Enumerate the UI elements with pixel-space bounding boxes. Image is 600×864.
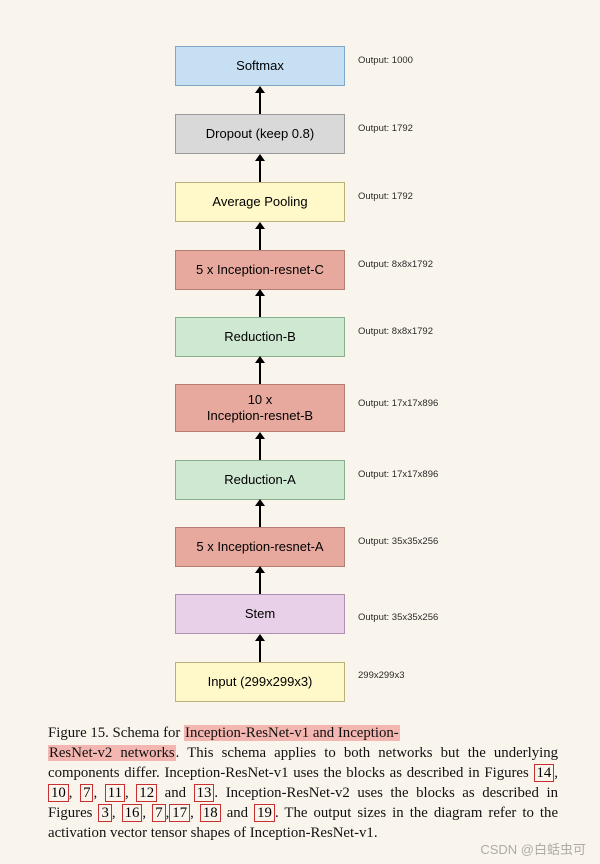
figure-ref: 18 [200, 804, 221, 822]
output-label-irb: Output: 17x17x896 [358, 396, 498, 410]
caption-prefix: Figure 15. Schema for [48, 725, 184, 741]
node-avgpool: Average Pooling [175, 182, 345, 222]
figure-caption: Figure 15. Schema for Inception-ResNet-v… [48, 724, 558, 844]
node-ira: 5 x Inception-resnet-A [175, 527, 345, 567]
node-dropout: Dropout (keep 0.8) [175, 114, 345, 154]
arrow-1 [259, 572, 261, 594]
arrow-3 [259, 438, 261, 460]
architecture-flowchart: Input (299x299x3) 299x299x3 Stem Output: 35… [0, 0, 600, 714]
arrow-4 [259, 362, 261, 384]
figure-ref: 13 [194, 784, 215, 802]
figure-ref: 19 [254, 804, 275, 822]
node-input: Input (299x299x3) [175, 662, 345, 702]
arrow-0 [259, 640, 261, 662]
node-irb: 10 xInception-resnet-B [175, 384, 345, 432]
output-label-input: 299x299x3 [358, 668, 498, 682]
figure-ref: 17 [169, 804, 190, 822]
figure-ref: 3 [98, 804, 111, 822]
figure-ref: 11 [105, 784, 125, 802]
watermark-text: CSDN @白蛞虫可 [480, 839, 586, 858]
output-label-softmax: Output: 1000 [358, 53, 498, 67]
caption-highlight-2: ResNet-v2 networks [48, 745, 176, 761]
output-label-dropout: Output: 1792 [358, 121, 498, 135]
figure-ref: 7 [152, 804, 165, 822]
output-label-stem: Output: 35x35x256 [358, 610, 498, 624]
arrow-2 [259, 505, 261, 527]
figure-ref: 10 [48, 784, 69, 802]
node-redb: Reduction-B [175, 317, 345, 357]
output-label-avgpool: Output: 1792 [358, 189, 498, 203]
caption-highlight-1: Inception-ResNet-v1 and Inception- [184, 725, 400, 741]
node-irc: 5 x Inception-resnet-C [175, 250, 345, 290]
arrow-6 [259, 228, 261, 250]
output-label-ira: Output: 35x35x256 [358, 534, 498, 548]
node-softmax: Softmax [175, 46, 345, 86]
output-label-reda: Output: 17x17x896 [358, 467, 498, 481]
node-reda: Reduction-A [175, 460, 345, 500]
figure-ref: 14 [534, 764, 555, 782]
figure-ref: 12 [136, 784, 157, 802]
arrow-8 [259, 92, 261, 114]
figure-ref: 7 [80, 784, 93, 802]
arrow-5 [259, 295, 261, 317]
arrow-7 [259, 160, 261, 182]
figure-ref: 16 [122, 804, 143, 822]
node-stem: Stem [175, 594, 345, 634]
output-label-redb: Output: 8x8x1792 [358, 324, 498, 338]
output-label-irc: Output: 8x8x1792 [358, 257, 498, 271]
